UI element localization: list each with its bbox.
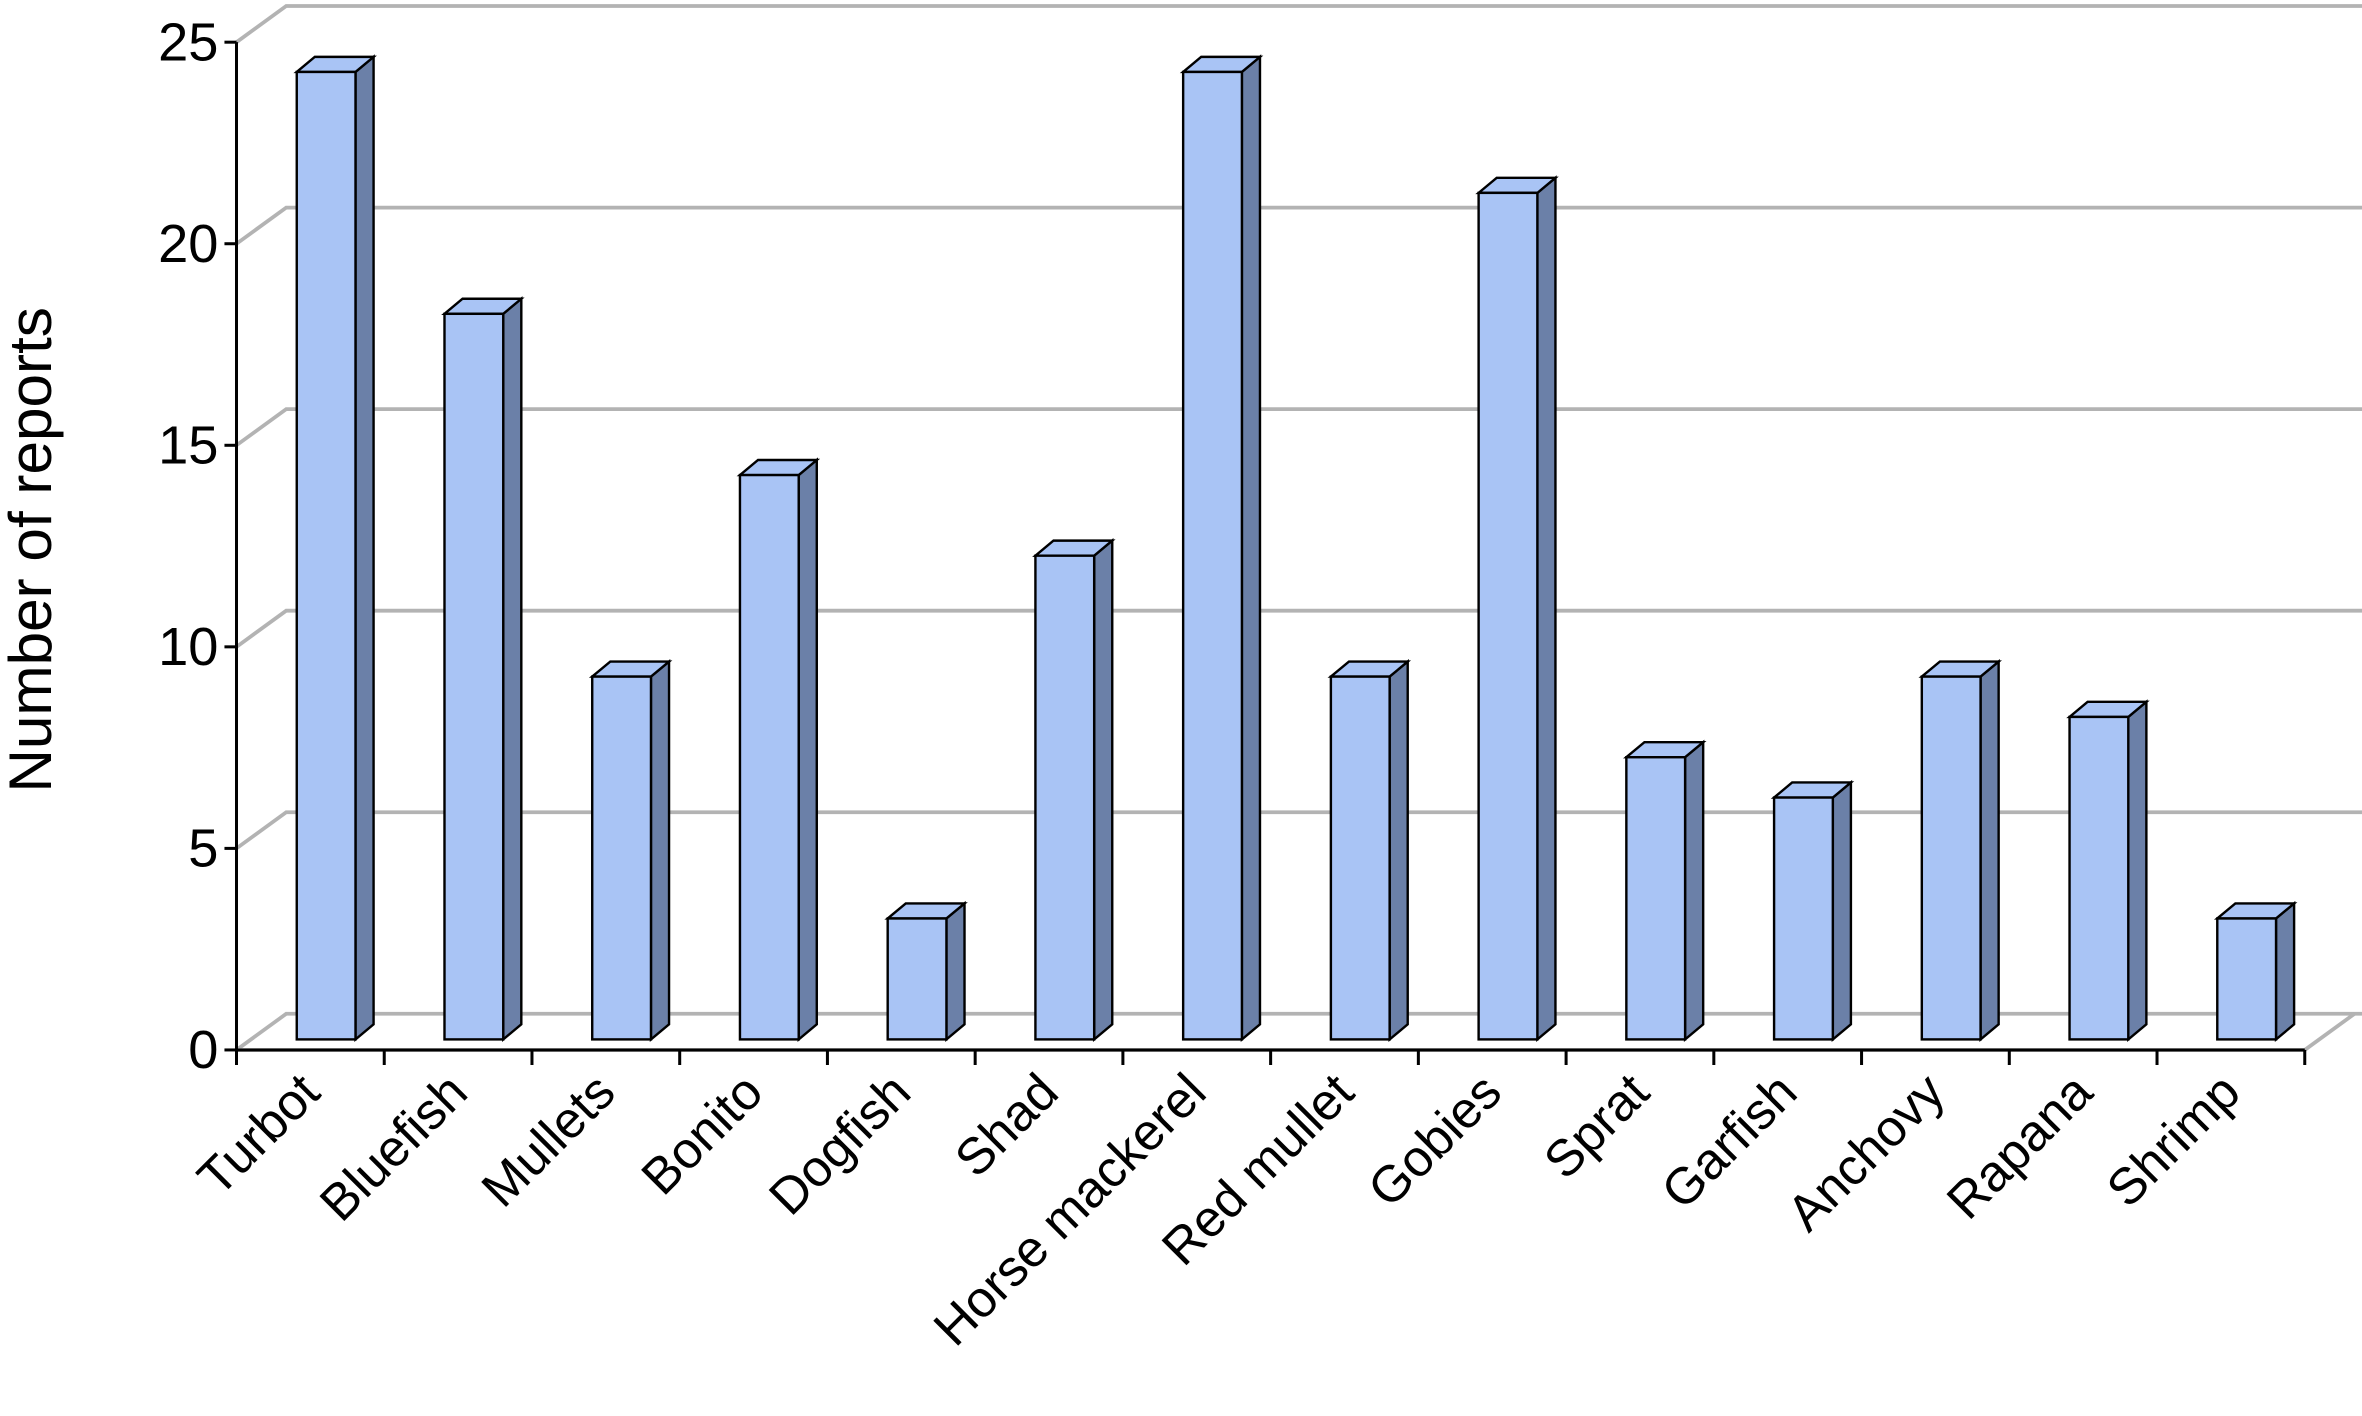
- bar-front: [2216, 917, 2278, 1041]
- bar-side: [502, 296, 523, 1042]
- bar-front: [1920, 675, 1982, 1041]
- bar: [1770, 779, 1855, 1042]
- bar: [2066, 699, 2150, 1042]
- bar-front: [1625, 756, 1687, 1041]
- bar: [441, 296, 525, 1042]
- y-tick-label: 10: [158, 617, 218, 677]
- x-tick-label: Dogfish: [758, 1063, 921, 1226]
- bar-front: [1772, 796, 1835, 1041]
- bar: [884, 900, 968, 1042]
- bar: [1179, 54, 1264, 1042]
- bar-side: [945, 900, 966, 1042]
- bar-side: [2127, 699, 2148, 1042]
- bar-side: [1979, 658, 2000, 1042]
- bar-front: [295, 70, 357, 1041]
- bar: [1475, 175, 1559, 1042]
- bar-side: [1536, 175, 1557, 1042]
- grid-line: [235, 1011, 2362, 1052]
- bar-side: [1831, 779, 1853, 1042]
- x-tick-label: Bonito: [630, 1063, 773, 1206]
- bar-side: [1683, 739, 1705, 1042]
- bar-side: [1092, 538, 1114, 1042]
- bar-side: [797, 457, 818, 1042]
- x-tick-label: Horse mackerel: [923, 1063, 1217, 1357]
- y-tick-label: 5: [188, 818, 218, 878]
- bar-side: [1240, 54, 1262, 1042]
- x-tick-label: Sprat: [1533, 1063, 1660, 1190]
- grid-line: [235, 407, 2362, 447]
- bar: [588, 658, 673, 1042]
- x-tick-label: Rapana: [1936, 1062, 2104, 1230]
- bar-front: [1034, 554, 1096, 1041]
- x-tick-label: Bluefish: [309, 1063, 478, 1232]
- bar: [1623, 739, 1707, 1042]
- bar: [1327, 658, 1412, 1042]
- x-tick-label: Turbot: [187, 1063, 331, 1207]
- y-tick-label: 20: [158, 214, 218, 274]
- x-tick-label: Shad: [944, 1063, 1069, 1188]
- bar-side: [2274, 900, 2296, 1042]
- bar-front: [1181, 70, 1244, 1041]
- y-axis-label: Number of reports: [0, 307, 64, 793]
- x-tick-label: Mullets: [471, 1063, 626, 1218]
- y-tick-label: 0: [188, 1020, 218, 1080]
- grid-line: [235, 205, 2362, 246]
- floor-edge: [236, 1012, 2356, 1052]
- bar: [1032, 538, 1116, 1042]
- bar-front: [738, 473, 800, 1041]
- bar-front: [2068, 715, 2130, 1041]
- bar-front: [443, 312, 505, 1041]
- grid-line: [235, 4, 2362, 44]
- x-tick-label: Gobies: [1357, 1063, 1512, 1218]
- bar-front: [1477, 191, 1539, 1041]
- y-tick-label: 15: [158, 415, 218, 475]
- bar-front: [886, 917, 948, 1041]
- bar: [293, 54, 377, 1042]
- grid-line: [235, 810, 2362, 850]
- bar-front: [1329, 675, 1391, 1041]
- bar-front: [591, 675, 653, 1041]
- bar-side: [1388, 658, 1409, 1042]
- bar-side: [354, 54, 375, 1042]
- y-tick-label: 25: [158, 12, 218, 72]
- x-tick-label: Anchovy: [1776, 1062, 1955, 1241]
- bar: [2213, 900, 2298, 1042]
- grid-line: [235, 608, 2362, 649]
- bar-side: [649, 658, 671, 1042]
- bar: [1918, 658, 2002, 1042]
- bar: [736, 457, 821, 1042]
- x-tick-label: Shrimp: [2096, 1063, 2251, 1218]
